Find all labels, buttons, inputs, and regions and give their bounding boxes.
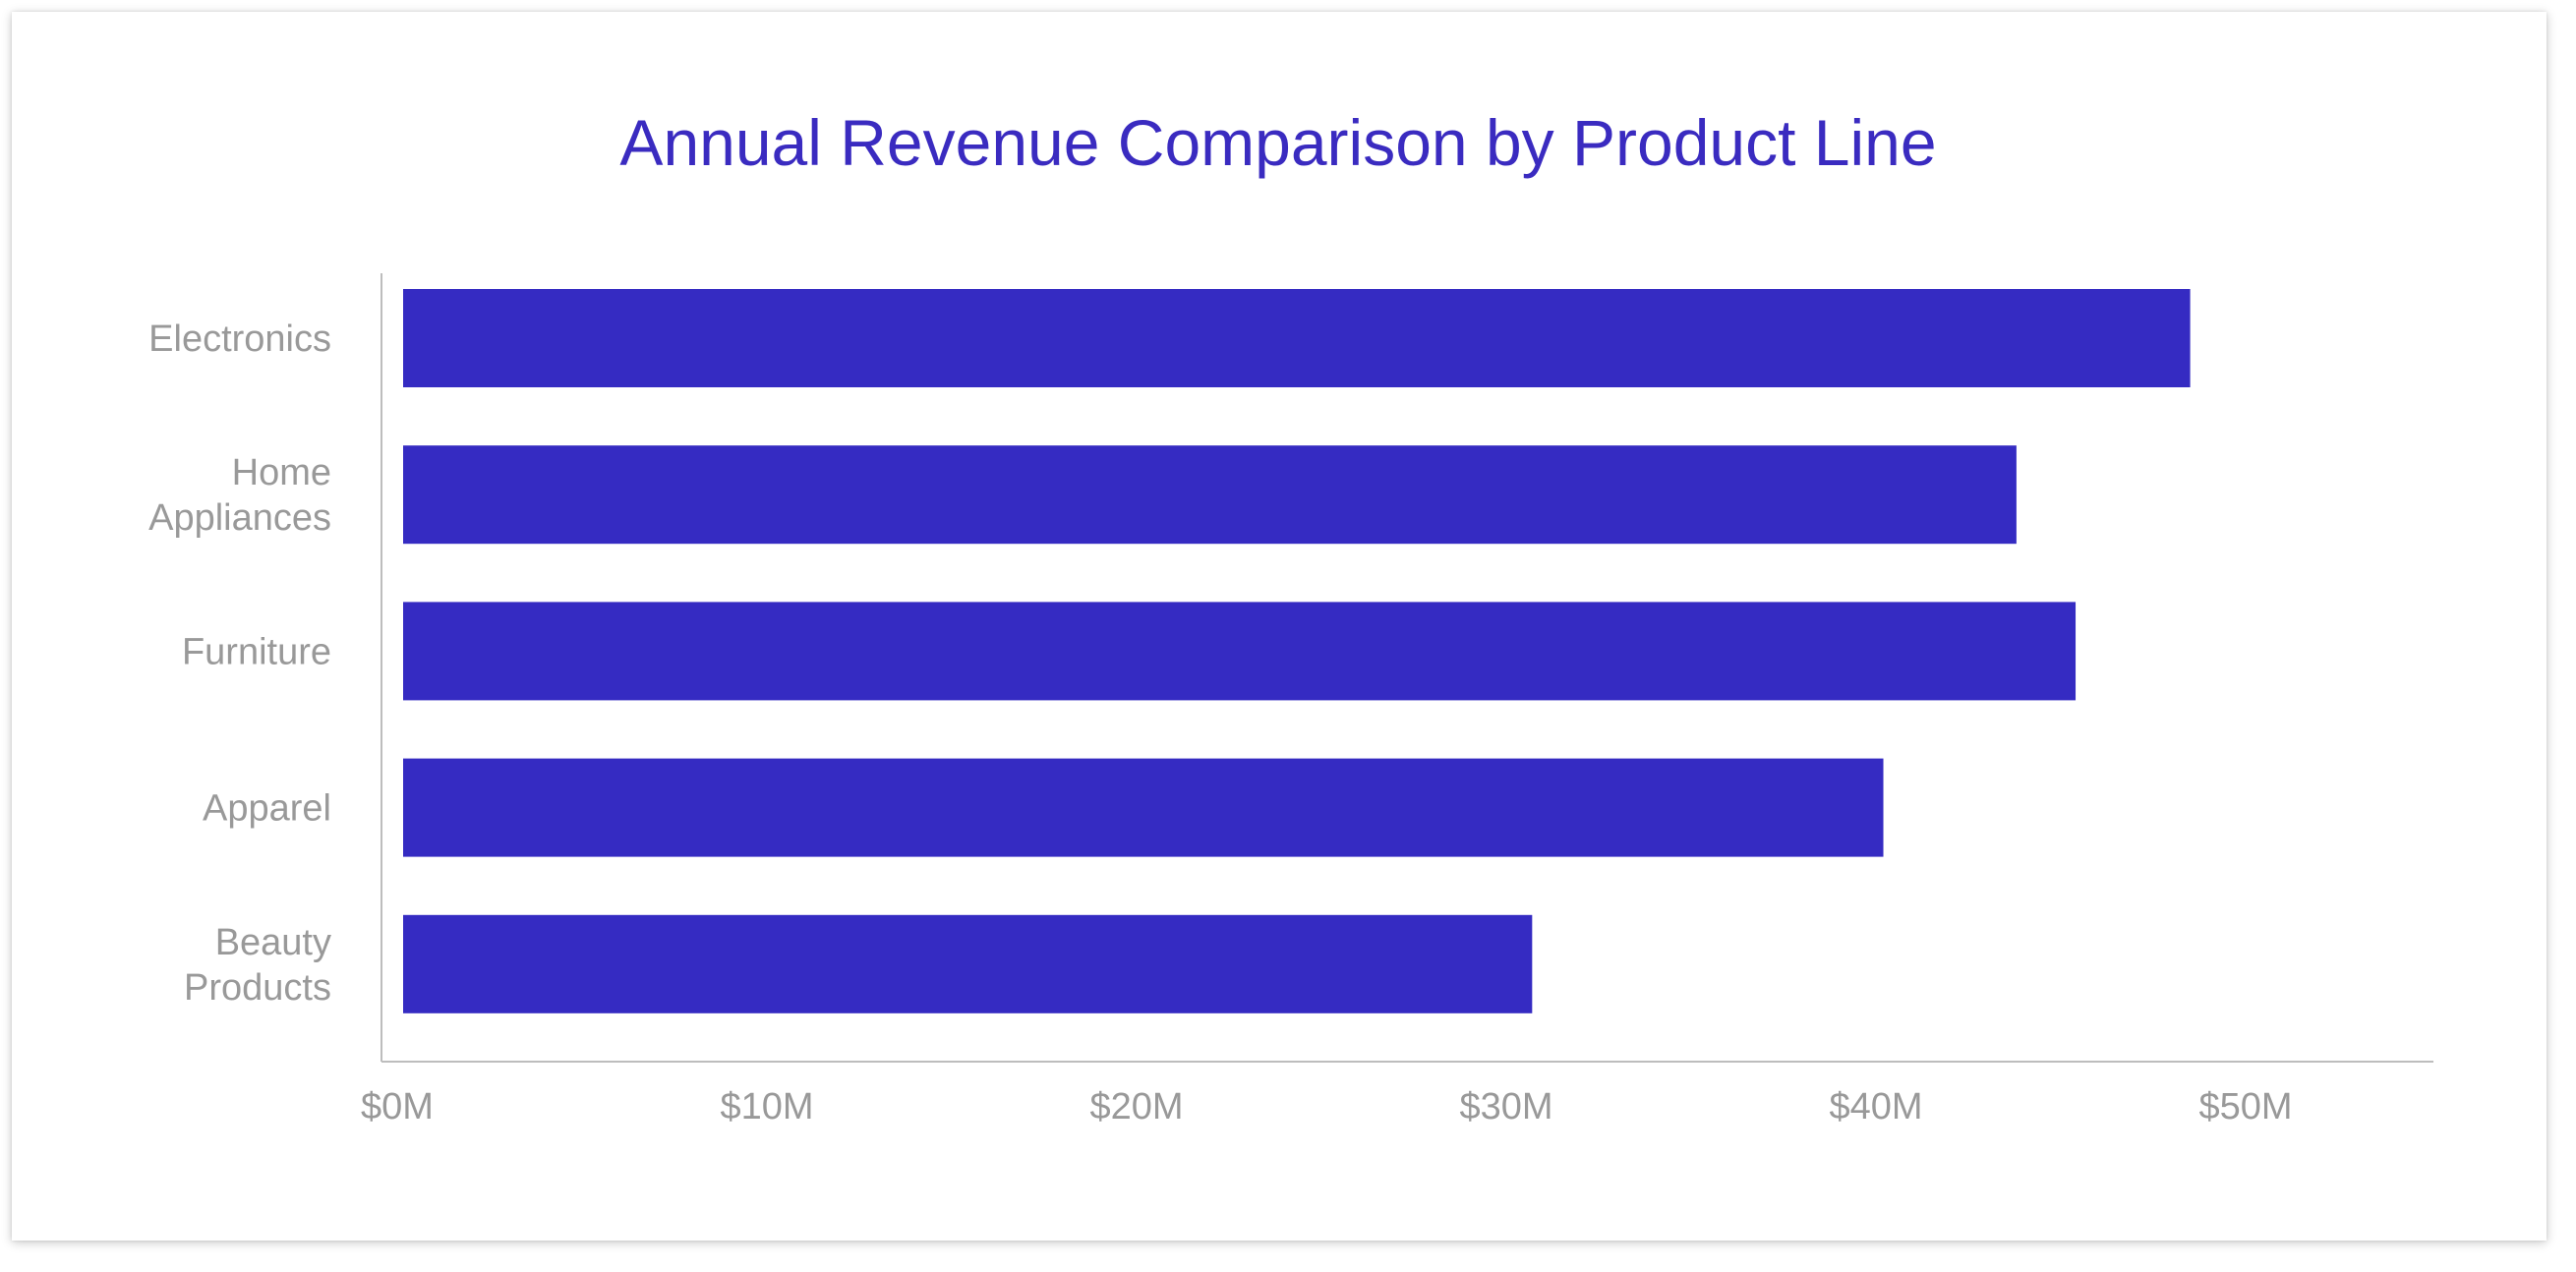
category-label: Products <box>184 967 331 1009</box>
category-label: Electronics <box>148 318 331 360</box>
bar-apparel <box>403 758 1884 857</box>
x-tick-label: $40M <box>1829 1086 1922 1127</box>
chart-title: Annual Revenue Comparison by Product Lin… <box>619 106 1936 179</box>
x-tick-labels: $0M $10M $20M $30M $40M $50M <box>361 1086 2292 1127</box>
bar-beauty-products <box>403 914 1533 1013</box>
x-tick-label: $30M <box>1459 1086 1552 1127</box>
category-label: Apparel <box>203 788 331 830</box>
category-label: Beauty <box>215 922 331 963</box>
x-tick-label: $10M <box>720 1086 813 1127</box>
bar-electronics <box>403 289 2191 387</box>
category-label: Home <box>232 452 331 493</box>
x-tick-label: $50M <box>2198 1086 2292 1127</box>
x-tick-label: $20M <box>1089 1086 1183 1127</box>
x-tick-label: $0M <box>361 1086 434 1127</box>
category-label: Appliances <box>148 497 331 539</box>
category-label: Furniture <box>182 631 331 672</box>
bars-group <box>403 289 2191 1013</box>
bar-home-appliances <box>403 445 2017 545</box>
bar-furniture <box>403 602 2077 701</box>
